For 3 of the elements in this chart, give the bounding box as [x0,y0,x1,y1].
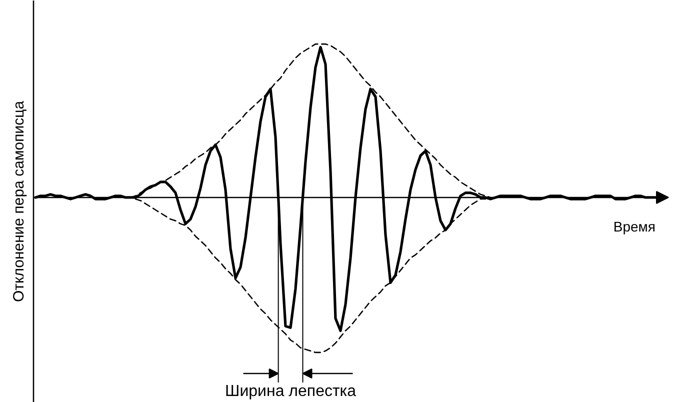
text: Ширина лепестка [225,383,356,400]
x-axis-title: Время [613,218,656,234]
y-axis-title: Отклонение пера самописца [10,100,28,302]
